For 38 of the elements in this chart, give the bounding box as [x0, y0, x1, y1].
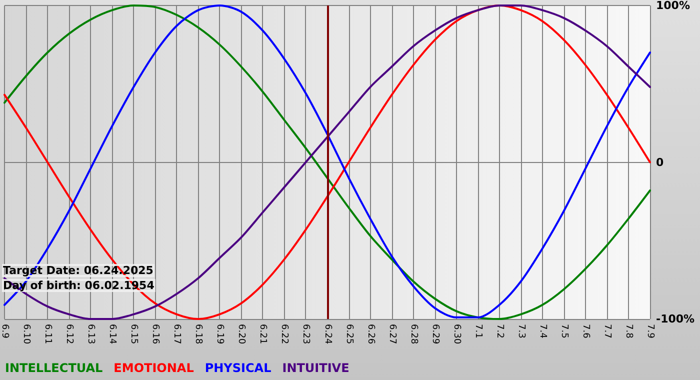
text: EMOTIONAL: [114, 361, 194, 375]
y-tick-label: 0: [656, 156, 664, 169]
x-tick-label: 6.21: [258, 324, 268, 344]
x-tick-label: 6.9: [0, 324, 10, 339]
x-tick-label: 6.16: [150, 324, 160, 344]
x-tick-label: 6.26: [365, 324, 376, 344]
x-tick-label: 6.13: [86, 324, 96, 344]
x-tick-label: 6.30: [451, 324, 462, 344]
x-tick-label: 6.12: [64, 324, 74, 344]
x-tick-label: 6.14: [107, 324, 118, 344]
x-tick-label: 7.9: [645, 324, 655, 339]
x-tick-label: 7.2: [494, 324, 504, 338]
x-tick-label: 6.23: [300, 324, 311, 344]
x-tick-label: 7.5: [558, 324, 569, 338]
x-tick-label: 6.24: [322, 324, 332, 344]
text: PHYSICAL: [204, 361, 272, 375]
x-tick-label: 7.8: [623, 324, 634, 339]
x-tick-label: 7.6: [580, 324, 590, 339]
x-tick-label: 6.11: [42, 324, 53, 344]
x-tick-label: 6.17: [172, 324, 182, 344]
text: INTUITIVE: [282, 361, 350, 375]
y-tick-label: 100%: [656, 0, 690, 12]
x-tick-label: 6.22: [279, 324, 290, 344]
x-tick-label: 6.18: [193, 324, 204, 344]
x-tick-label: 6.15: [128, 324, 139, 344]
x-tick-label: 6.20: [236, 324, 246, 344]
x-tick-label: 7.1: [472, 324, 483, 338]
x-tick-label: 6.19: [214, 324, 225, 344]
x-tick-label: 7.4: [537, 324, 548, 339]
x-tick-label: 7.7: [602, 324, 612, 338]
x-tick-label: 6.10: [21, 324, 32, 344]
x-tick-label: 6.27: [386, 324, 397, 344]
x-tick-label: 6.25: [344, 324, 354, 344]
text: INTELLECTUAL: [5, 361, 104, 375]
y-tick-label: -100%: [656, 312, 695, 326]
x-tick-label: 7.3: [516, 324, 526, 338]
x-tick-label: 6.28: [408, 324, 418, 344]
x-tick-label: 6.29: [430, 324, 440, 344]
